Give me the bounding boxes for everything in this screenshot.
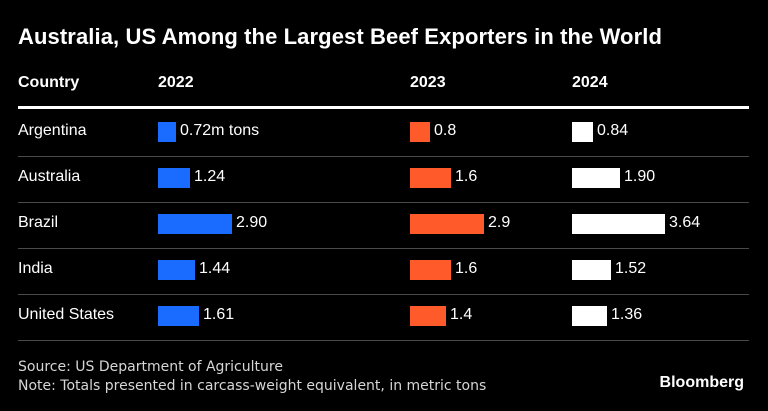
chart-title: Australia, US Among the Largest Beef Exp… bbox=[18, 24, 663, 49]
bar-2023 bbox=[410, 214, 484, 234]
value-label-2024: 1.36 bbox=[611, 306, 643, 323]
bloomberg-logo: Bloomberg bbox=[659, 374, 744, 391]
value-label-2022: 0.72m tons bbox=[180, 122, 260, 139]
header-2024: 2024 bbox=[572, 74, 608, 91]
bar-2022 bbox=[158, 122, 176, 142]
country-label: United States bbox=[18, 306, 115, 323]
bar-2023 bbox=[410, 168, 451, 188]
bar-2023 bbox=[410, 306, 446, 326]
header-2022: 2022 bbox=[158, 74, 194, 91]
header-2023: 2023 bbox=[410, 74, 446, 91]
value-label-2023: 2.9 bbox=[488, 214, 511, 231]
source-note: Source: US Department of Agriculture bbox=[18, 359, 283, 375]
row-divider bbox=[18, 340, 749, 341]
value-label-2023: 0.8 bbox=[434, 122, 457, 139]
header-rule bbox=[18, 106, 749, 109]
value-label-2024: 1.90 bbox=[624, 168, 656, 185]
footnote: Note: Totals presented in carcass-weight… bbox=[18, 378, 487, 394]
bar-2022 bbox=[158, 168, 190, 188]
value-label-2022: 1.24 bbox=[194, 168, 226, 185]
row-divider bbox=[18, 202, 749, 203]
value-label-2023: 1.6 bbox=[455, 260, 478, 277]
bar-2022 bbox=[158, 306, 199, 326]
bar-2022 bbox=[158, 214, 232, 234]
value-label-2023: 1.4 bbox=[450, 306, 473, 323]
bar-2024 bbox=[572, 260, 611, 280]
row-divider bbox=[18, 156, 749, 157]
country-label: India bbox=[18, 260, 53, 277]
bar-2022 bbox=[158, 260, 195, 280]
bar-2023 bbox=[410, 260, 451, 280]
bar-2023 bbox=[410, 122, 430, 142]
value-label-2022: 2.90 bbox=[236, 214, 268, 231]
value-label-2024: 3.64 bbox=[669, 214, 701, 231]
bar-2024 bbox=[572, 214, 665, 234]
row-divider bbox=[18, 294, 749, 295]
bar-2024 bbox=[572, 168, 620, 188]
country-label: Australia bbox=[18, 168, 81, 185]
country-label: Argentina bbox=[18, 122, 87, 139]
header-country: Country bbox=[18, 74, 80, 91]
value-label-2022: 1.44 bbox=[199, 260, 231, 277]
value-label-2022: 1.61 bbox=[203, 306, 235, 323]
country-label: Brazil bbox=[18, 214, 59, 231]
value-label-2024: 1.52 bbox=[615, 260, 647, 277]
row-divider bbox=[18, 248, 749, 249]
bar-2024 bbox=[572, 306, 607, 326]
value-label-2024: 0.84 bbox=[597, 122, 629, 139]
bar-2024 bbox=[572, 122, 593, 142]
value-label-2023: 1.6 bbox=[455, 168, 478, 185]
